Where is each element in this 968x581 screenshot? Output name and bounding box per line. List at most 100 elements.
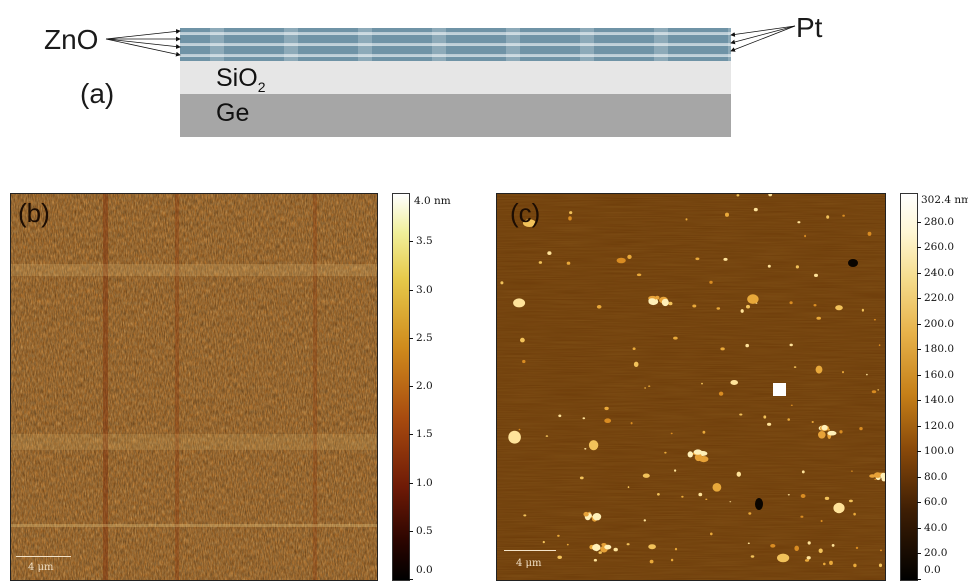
colorbar-b-tick-mark (409, 483, 413, 484)
particle (545, 435, 549, 437)
particle (616, 257, 626, 264)
particle (747, 294, 759, 304)
particle (705, 498, 708, 500)
particle (824, 496, 830, 500)
particle (642, 473, 650, 478)
particle (818, 548, 823, 554)
particle (593, 558, 597, 562)
particle (681, 495, 684, 498)
particle (797, 221, 801, 224)
colorbar-b-tick-label: 0.0 (416, 564, 433, 576)
particle-cluster (873, 472, 882, 478)
colorbar-b-tick-mark (409, 531, 413, 532)
pit-1 (848, 259, 858, 267)
particle (859, 427, 863, 431)
sio2-layer-label: SiO2 (216, 64, 265, 95)
colorbar-b-tick-label: 1.0 (416, 477, 433, 489)
particle (720, 347, 725, 351)
ge-layer (180, 94, 731, 137)
particle (520, 337, 525, 343)
particle (582, 417, 586, 420)
colorbar-c-tick-label: 260.0 (924, 241, 955, 253)
particle (584, 448, 587, 450)
particle (648, 385, 651, 387)
particle (668, 301, 673, 306)
particle (643, 519, 646, 522)
particle (685, 218, 688, 221)
colorbar-c-tick-label: 180.0 (924, 343, 955, 355)
particle (745, 343, 749, 348)
afm-topography-b (11, 194, 377, 580)
particle-cluster (694, 453, 702, 462)
colorbar-c-tick-mark (917, 400, 921, 401)
particle (579, 476, 584, 480)
particle (725, 212, 729, 217)
colorbar-c-tick-mark (917, 324, 921, 325)
particle (627, 254, 632, 259)
pit-2 (755, 498, 763, 510)
colorbar-b-tick-label: 1.5 (416, 428, 433, 440)
particle (855, 546, 859, 549)
particle (513, 298, 526, 308)
particle (633, 361, 639, 367)
ge-layer-label: Ge (216, 99, 250, 127)
pt-arrow-2 (730, 25, 796, 45)
particle (833, 502, 845, 514)
particle (518, 428, 521, 431)
colorbar-c-tick-label: 140.0 (924, 394, 955, 406)
particle (878, 344, 881, 347)
particle-cluster (880, 472, 885, 479)
particle (770, 544, 776, 548)
substrate-stack: SiO2 Ge (180, 28, 731, 137)
pt-arrow-1 (730, 25, 796, 37)
particle-cluster (604, 544, 612, 550)
scale-bar-b (16, 556, 71, 557)
particle (709, 280, 713, 284)
particle (627, 486, 630, 489)
colorbar-c-tick-mark (917, 579, 921, 580)
particle-cluster (592, 544, 601, 551)
particle (871, 390, 877, 394)
particle (866, 373, 868, 376)
colorbar-c-tick-label: 240.0 (924, 267, 955, 279)
colorbar-c-tick-label: 280.0 (924, 216, 955, 228)
particle (670, 558, 674, 562)
particle (664, 451, 667, 454)
layer-stack-figure: ZnO Pt (a) SiO2 Ge (0, 0, 968, 150)
particle (763, 415, 767, 419)
particle (566, 543, 569, 546)
particle (736, 471, 741, 477)
colorbar-c (900, 193, 918, 581)
particle (557, 534, 560, 537)
particle (701, 382, 703, 385)
zno-arrow-4 (105, 38, 181, 57)
particle (670, 432, 673, 435)
colorbar-b-tick-mark (409, 241, 413, 242)
particle (795, 265, 799, 269)
colorbar-c-tick-label: 200.0 (924, 318, 955, 330)
particle (673, 336, 678, 340)
particle (813, 304, 817, 307)
particle (657, 493, 660, 496)
particle (598, 551, 602, 554)
particle (861, 308, 864, 312)
particle (823, 562, 826, 566)
particle (767, 422, 772, 426)
particle (877, 389, 880, 391)
colorbar-b-tick-label: 0.5 (416, 525, 433, 537)
particle (842, 214, 845, 217)
scale-bar-c (504, 550, 556, 551)
particle (806, 556, 811, 560)
colorbar-c-tick-label: 100.0 (924, 445, 955, 457)
particle (588, 440, 599, 451)
particle (878, 563, 883, 568)
colorbar-c-tick-mark (917, 375, 921, 376)
colorbar-c-tick-label: 0.0 (924, 564, 941, 576)
particle (746, 304, 750, 309)
particle (702, 430, 706, 434)
colorbar-c-tick-label: 220.0 (924, 292, 955, 304)
particle (747, 542, 750, 545)
colorbar-b-tick-mark (409, 579, 413, 580)
colorbar-c-tick-mark (917, 528, 921, 529)
particle (632, 347, 636, 350)
